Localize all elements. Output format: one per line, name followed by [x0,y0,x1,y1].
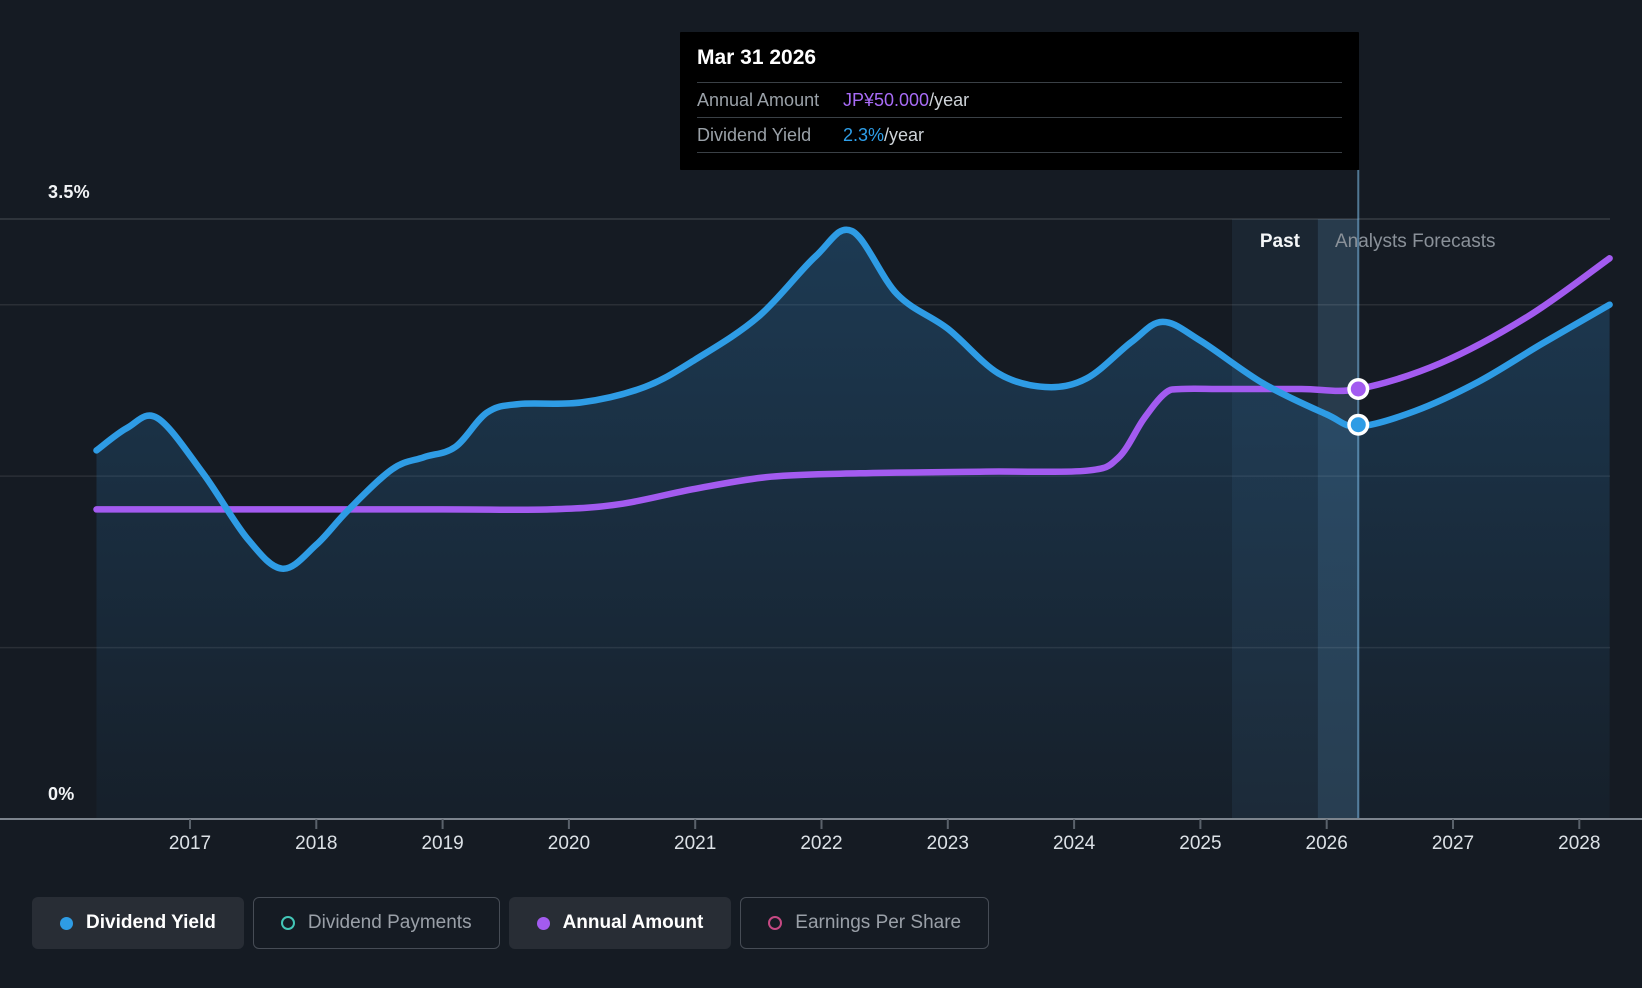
hover-marker-annual-amount[interactable] [1347,378,1370,400]
x-axis-year-label: 2027 [1431,833,1475,854]
x-axis-year-label: 2018 [295,833,338,854]
x-axis-year-label: 2026 [1305,833,1348,854]
legend-item-label: Earnings Per Share [795,912,962,933]
chart-legend: Dividend Yield Dividend Payments Annual Am… [32,897,990,949]
tooltip-row-value: 2.3% [843,124,885,145]
x-axis-year-label: 2023 [926,833,969,854]
legend-item-dividend-yield[interactable]: Dividend Yield [32,897,244,949]
ring-dot-icon [768,916,783,930]
analysts-forecasts-label: Analysts Forecasts [1335,231,1496,252]
legend-item-earnings-per-share[interactable]: Earnings Per Share [740,897,990,949]
tooltip-row-suffix: /year [884,124,925,145]
y-axis-min-label: 0% [48,784,75,804]
x-axis-year-label: 2019 [421,833,464,854]
tooltip-row-value: JP¥50.000 [843,89,930,110]
tooltip-row-suffix: /year [929,89,970,110]
x-axis-year-label: 2020 [547,833,591,854]
legend-item-dividend-payments[interactable]: Dividend Payments [252,897,500,949]
filled-dot-icon [536,916,550,930]
dividend-yield-line [93,226,1613,572]
x-axis-year-label: 2021 [674,833,717,854]
chart-tooltip: Mar 31 2026 Annual Amount JP¥50.000/year D… [680,32,1359,170]
x-axis-year-label: 2028 [1558,833,1601,854]
x-axis-year-label: 2022 [800,833,843,854]
past-label: Past [1259,231,1300,252]
dividend-yield-area [96,229,1610,820]
x-axis-year-label: 2017 [168,833,212,854]
x-axis-year-label: 2024 [1052,833,1096,854]
legend-item-label: Annual Amount [562,912,704,933]
filled-dot-icon [60,916,73,930]
legend-item-label: Dividend Yield [86,912,216,933]
tooltip-row: Dividend Yield 2.3%/year [697,117,1342,153]
tooltip-row-label: Dividend Yield [697,124,812,145]
ring-dot-icon [280,916,295,930]
hover-marker-dividend-yield[interactable] [1347,413,1370,436]
tooltip-date: Mar 31 2026 [697,46,817,69]
x-axis-year-label: 2025 [1179,833,1222,854]
legend-item-label: Dividend Payments [307,912,472,933]
legend-item-annual-amount[interactable]: Annual Amount [508,897,732,949]
y-axis-max-label: 3.5% [48,182,90,202]
tooltip-row-label: Annual Amount [697,89,820,110]
tooltip-row: Annual Amount JP¥50.000/year [697,82,1342,117]
